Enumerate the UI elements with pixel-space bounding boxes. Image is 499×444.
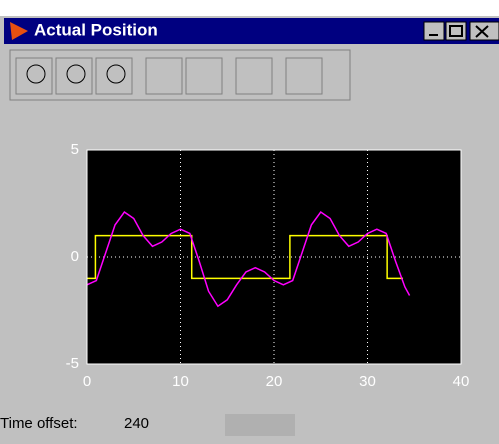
plot-area xyxy=(87,150,461,364)
zoom-icon xyxy=(26,64,46,84)
series-line xyxy=(86,211,411,308)
print-button[interactable] xyxy=(285,57,323,95)
zoom-y-icon xyxy=(106,64,126,84)
zoom-y-button[interactable] xyxy=(95,57,133,95)
zoom-x-button[interactable] xyxy=(55,57,93,95)
window-title: Actual Position xyxy=(34,20,158,39)
x-tick-label: 10 xyxy=(172,373,189,390)
plot-border xyxy=(86,149,462,365)
zoom-button[interactable] xyxy=(15,57,53,95)
y-tick-label: 5 xyxy=(71,141,79,158)
save-axes-button[interactable] xyxy=(185,57,223,95)
x-tick-label: 0 xyxy=(83,373,91,390)
x-tick-label: 40 xyxy=(453,373,470,390)
y-tick-label: -5 xyxy=(66,355,79,372)
title-bar xyxy=(4,18,499,44)
x-tick-label: 30 xyxy=(359,373,376,390)
status-value: 240 xyxy=(124,415,149,432)
minimize-button[interactable] xyxy=(423,21,445,41)
status-label: Time offset: xyxy=(0,415,78,432)
autoscale-button[interactable] xyxy=(145,57,183,95)
frame-top xyxy=(0,0,499,16)
maximize-icon xyxy=(449,25,463,37)
properties-button[interactable] xyxy=(235,57,273,95)
zoom-x-icon xyxy=(66,64,86,84)
window-buttons[interactable] xyxy=(423,21,499,41)
close-icon xyxy=(475,25,489,38)
close-button[interactable] xyxy=(469,21,499,41)
app-icon xyxy=(10,22,28,40)
x-tick-label: 20 xyxy=(266,373,283,390)
toolbar-buttons[interactable] xyxy=(15,57,323,95)
y-tick-label: 0 xyxy=(71,248,79,265)
status-field xyxy=(225,414,295,436)
